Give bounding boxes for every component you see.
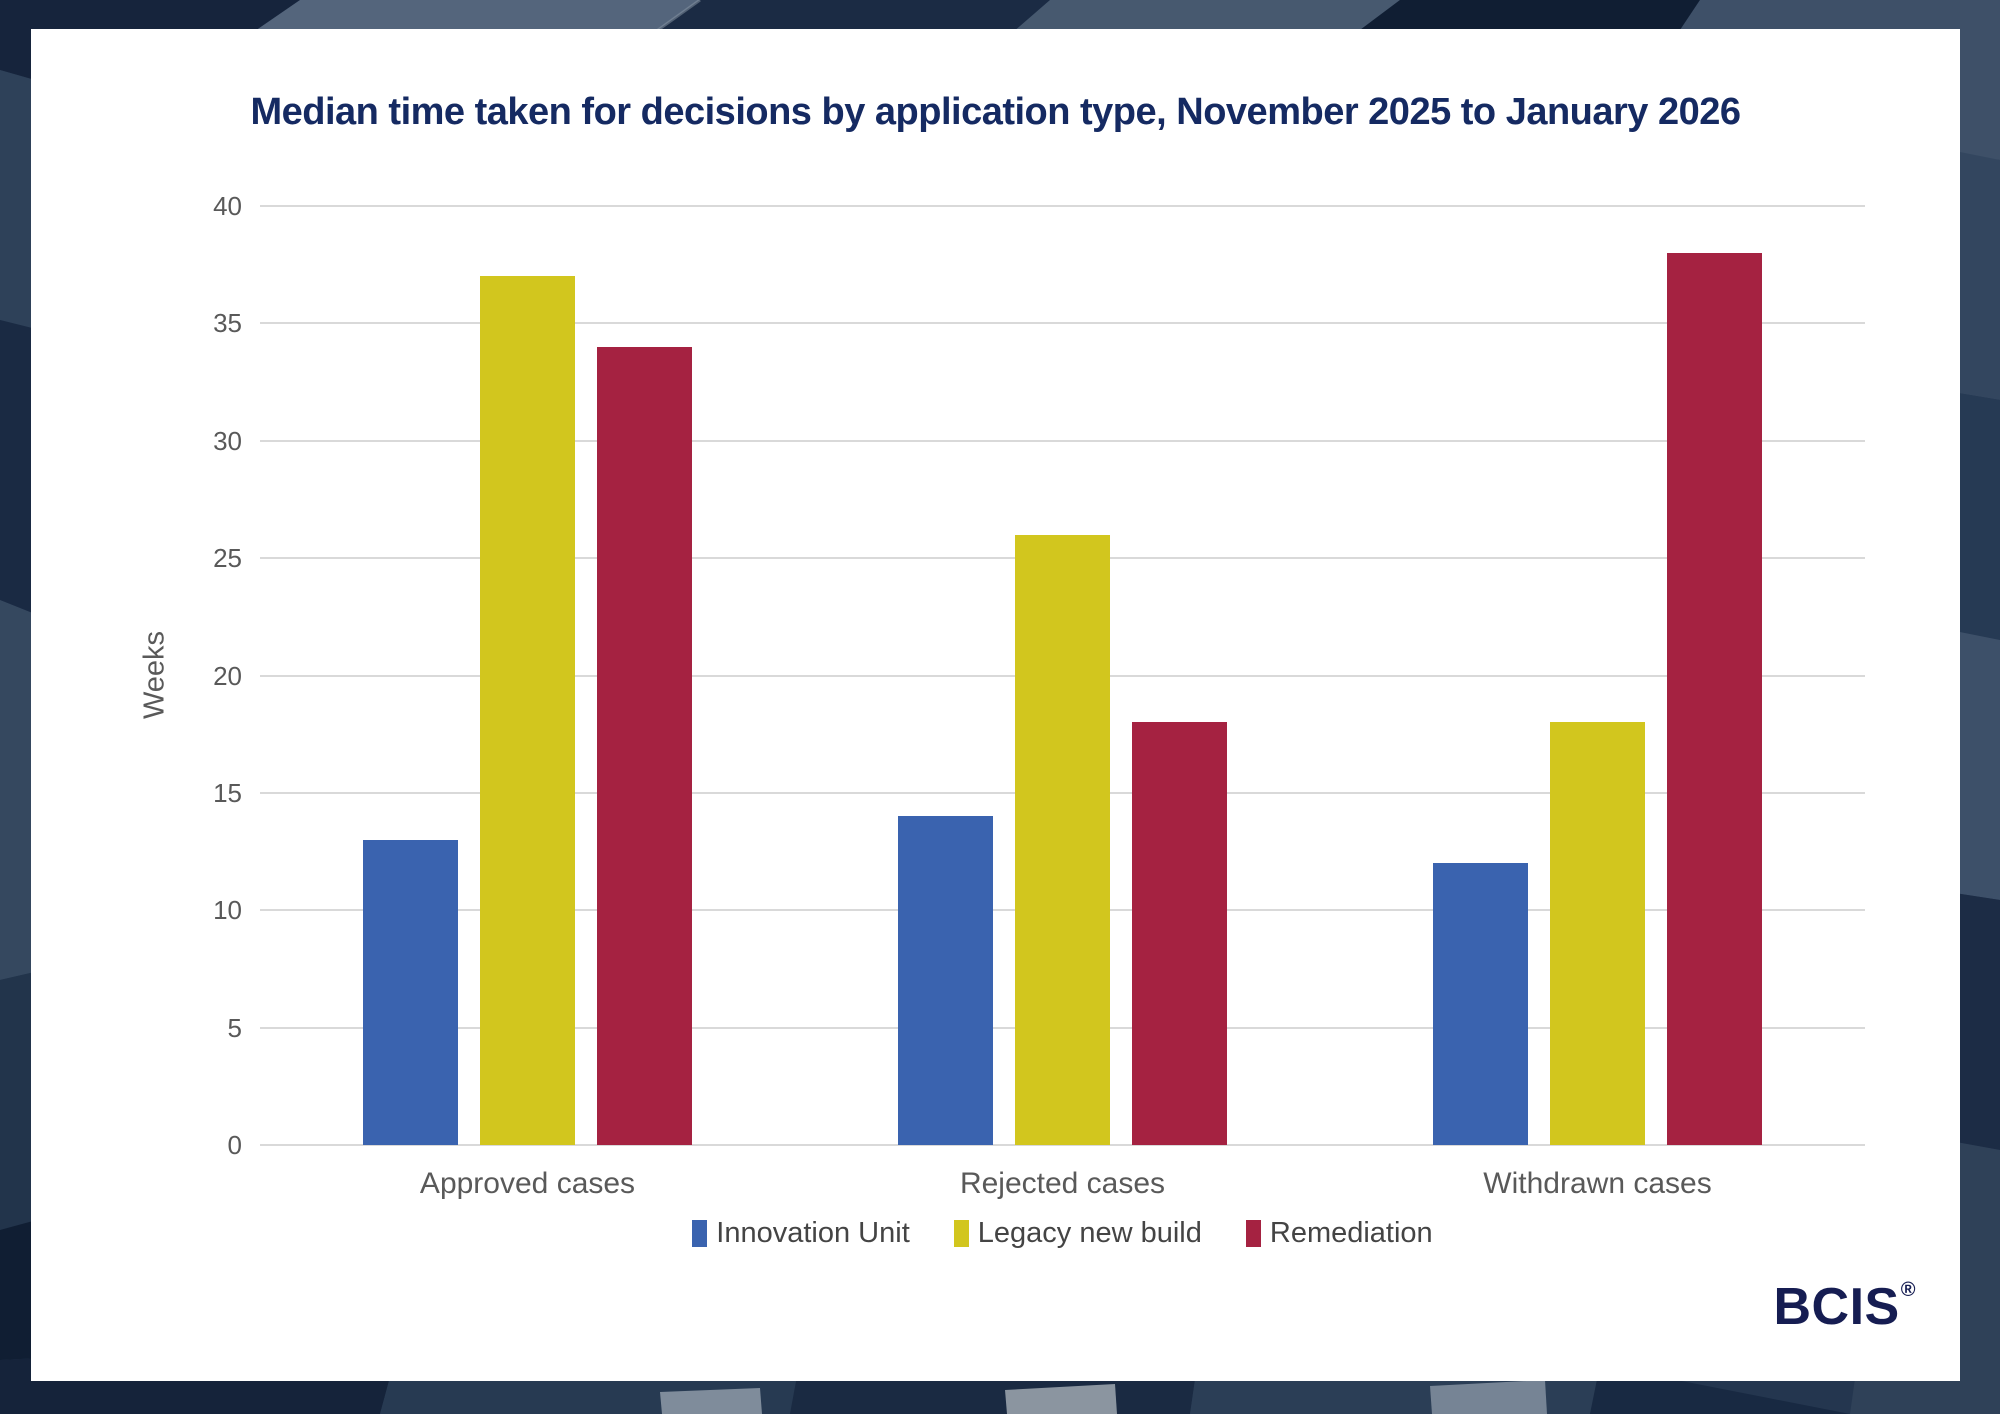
bar-rejected-cases-remediation xyxy=(1132,722,1227,1145)
y-tick-label: 40 xyxy=(213,191,242,221)
y-tick-label: 35 xyxy=(213,308,242,339)
legend-label: Innovation Unit xyxy=(716,1217,910,1249)
y-tick-label: 15 xyxy=(213,777,242,808)
chart-card: Median time taken for decisions by appli… xyxy=(31,29,1960,1381)
y-tick-label: 30 xyxy=(213,425,242,456)
legend-item-remediation: Remediation xyxy=(1245,1217,1433,1250)
bar-approved-cases-legacy-new-build xyxy=(480,276,575,1145)
gridline xyxy=(260,1144,1865,1146)
legend-item-innovation-unit: Innovation Unit xyxy=(692,1217,910,1250)
bar-rejected-cases-legacy-new-build xyxy=(1015,534,1110,1145)
category-label: Withdrawn cases xyxy=(1483,1167,1712,1200)
category-label: Approved cases xyxy=(419,1167,636,1200)
bcis-logo: BCIS® xyxy=(1774,1280,1917,1333)
gridline xyxy=(260,205,1865,207)
legend-item-legacy-new-build: Legacy new build xyxy=(953,1217,1202,1250)
chart-title: Median time taken for decisions by appli… xyxy=(250,91,1741,133)
y-tick-label: 25 xyxy=(213,543,242,574)
legend-label: Remediation xyxy=(1269,1217,1433,1249)
bar-rejected-cases-innovation-unit xyxy=(898,816,993,1145)
category-label: Rejected cases xyxy=(959,1167,1166,1200)
y-tick-label: 20 xyxy=(213,660,242,691)
y-tick-label: 10 xyxy=(213,895,242,926)
bar-withdrawn-cases-legacy-new-build xyxy=(1550,722,1645,1145)
legend-marker-remediation xyxy=(1245,1220,1261,1247)
y-axis-title: Weeks xyxy=(138,630,171,720)
legend: Innovation Unit Legacy new build Remediati… xyxy=(260,1217,1865,1250)
bcis-logo-text: BCIS xyxy=(1773,1278,1900,1336)
y-tick-label: 5 xyxy=(227,1012,242,1043)
legend-marker-legacy-new-build xyxy=(953,1220,969,1247)
bar-withdrawn-cases-remediation xyxy=(1667,252,1762,1145)
bar-approved-cases-innovation-unit xyxy=(363,839,458,1145)
bar-withdrawn-cases-innovation-unit xyxy=(1433,863,1528,1145)
legend-label: Legacy new build xyxy=(977,1217,1202,1249)
y-tick-label: 0 xyxy=(227,1130,242,1160)
gridline xyxy=(260,439,1865,442)
registered-mark: ® xyxy=(1900,1279,1916,1301)
bar-approved-cases-remediation xyxy=(597,346,692,1145)
gridline xyxy=(260,322,1865,325)
legend-marker-innovation-unit xyxy=(692,1220,708,1247)
bar-chart: 0 5 10 15 20 25 30 35 40 Approved cases Rejected c… xyxy=(31,29,1960,1381)
